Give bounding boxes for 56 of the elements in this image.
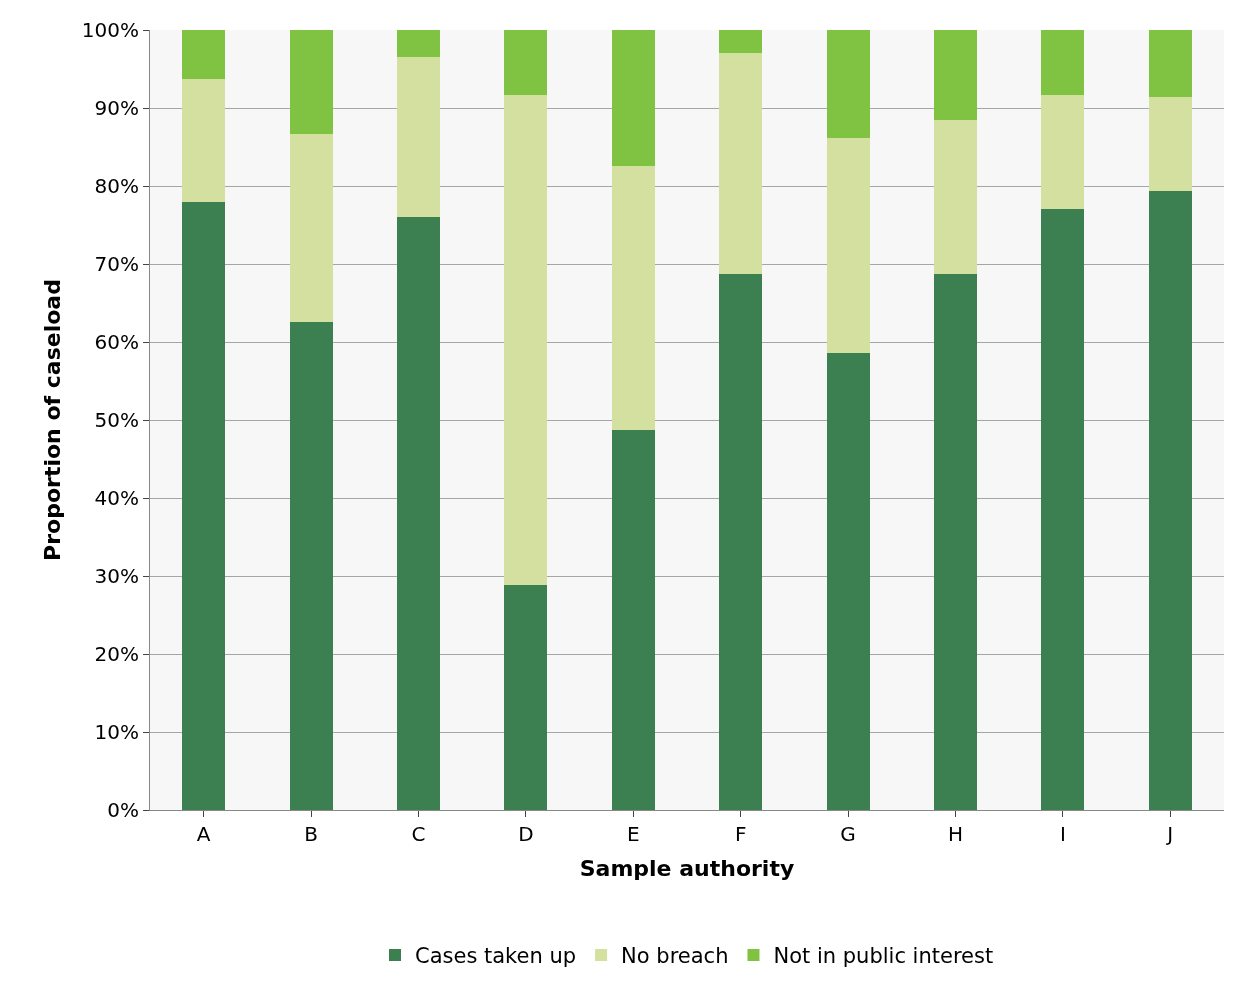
x-tick-label: C (411, 822, 426, 846)
bar (826, 30, 870, 138)
y-tick-label: 70% (94, 252, 139, 276)
x-tick-label: J (1165, 822, 1174, 846)
bar (1041, 30, 1085, 95)
y-tick-label: 10% (94, 720, 139, 744)
bar (719, 52, 763, 275)
legend-label: Not in public interest (773, 944, 994, 969)
bar (611, 30, 655, 166)
x-tick-label: A (196, 822, 211, 846)
x-tick-label: H (947, 822, 964, 846)
bar (504, 584, 548, 810)
bar (289, 30, 333, 134)
bar (504, 30, 548, 95)
bar (397, 30, 440, 57)
bar (934, 274, 977, 810)
y-tick-label: 40% (94, 486, 139, 510)
x-tick-label: F (734, 822, 747, 846)
bar (289, 133, 333, 322)
x-tick-label: G (840, 822, 856, 846)
y-tick-label: 90% (94, 96, 139, 120)
bar (934, 120, 977, 275)
bar (611, 165, 655, 431)
bar (719, 30, 763, 53)
bar (826, 137, 870, 353)
y-tick-label: 20% (94, 642, 139, 666)
y-tick-label: 80% (94, 174, 139, 198)
y-axis-title: Proportion of caseload (39, 279, 65, 561)
y-tick-label: 100% (81, 18, 139, 42)
bar (397, 217, 440, 810)
y-tick-label: 0% (107, 798, 139, 822)
bar (182, 79, 226, 203)
bar (1148, 97, 1192, 191)
bar (504, 94, 548, 585)
y-tick-label: 50% (94, 408, 139, 432)
bar (1148, 190, 1192, 810)
bar (611, 430, 655, 810)
x-tick-label: B (304, 822, 318, 846)
x-tick-label: I (1059, 822, 1066, 846)
bar (934, 30, 977, 121)
legend-label: No breach (621, 944, 729, 969)
y-tick-label: 30% (94, 564, 139, 588)
bar (1041, 94, 1085, 209)
y-tick-label: 60% (94, 330, 139, 354)
x-tick-label: E (626, 822, 640, 846)
bar (289, 321, 333, 810)
bar (397, 56, 440, 218)
x-tick-label: D (518, 822, 534, 846)
bar (719, 274, 763, 810)
bar (182, 202, 226, 810)
x-axis-title: Sample authority (579, 855, 795, 881)
bar (1148, 30, 1192, 98)
bar (1041, 208, 1085, 810)
bar (826, 352, 870, 810)
bar (182, 30, 226, 80)
legend-label: Cases taken up (415, 944, 577, 969)
